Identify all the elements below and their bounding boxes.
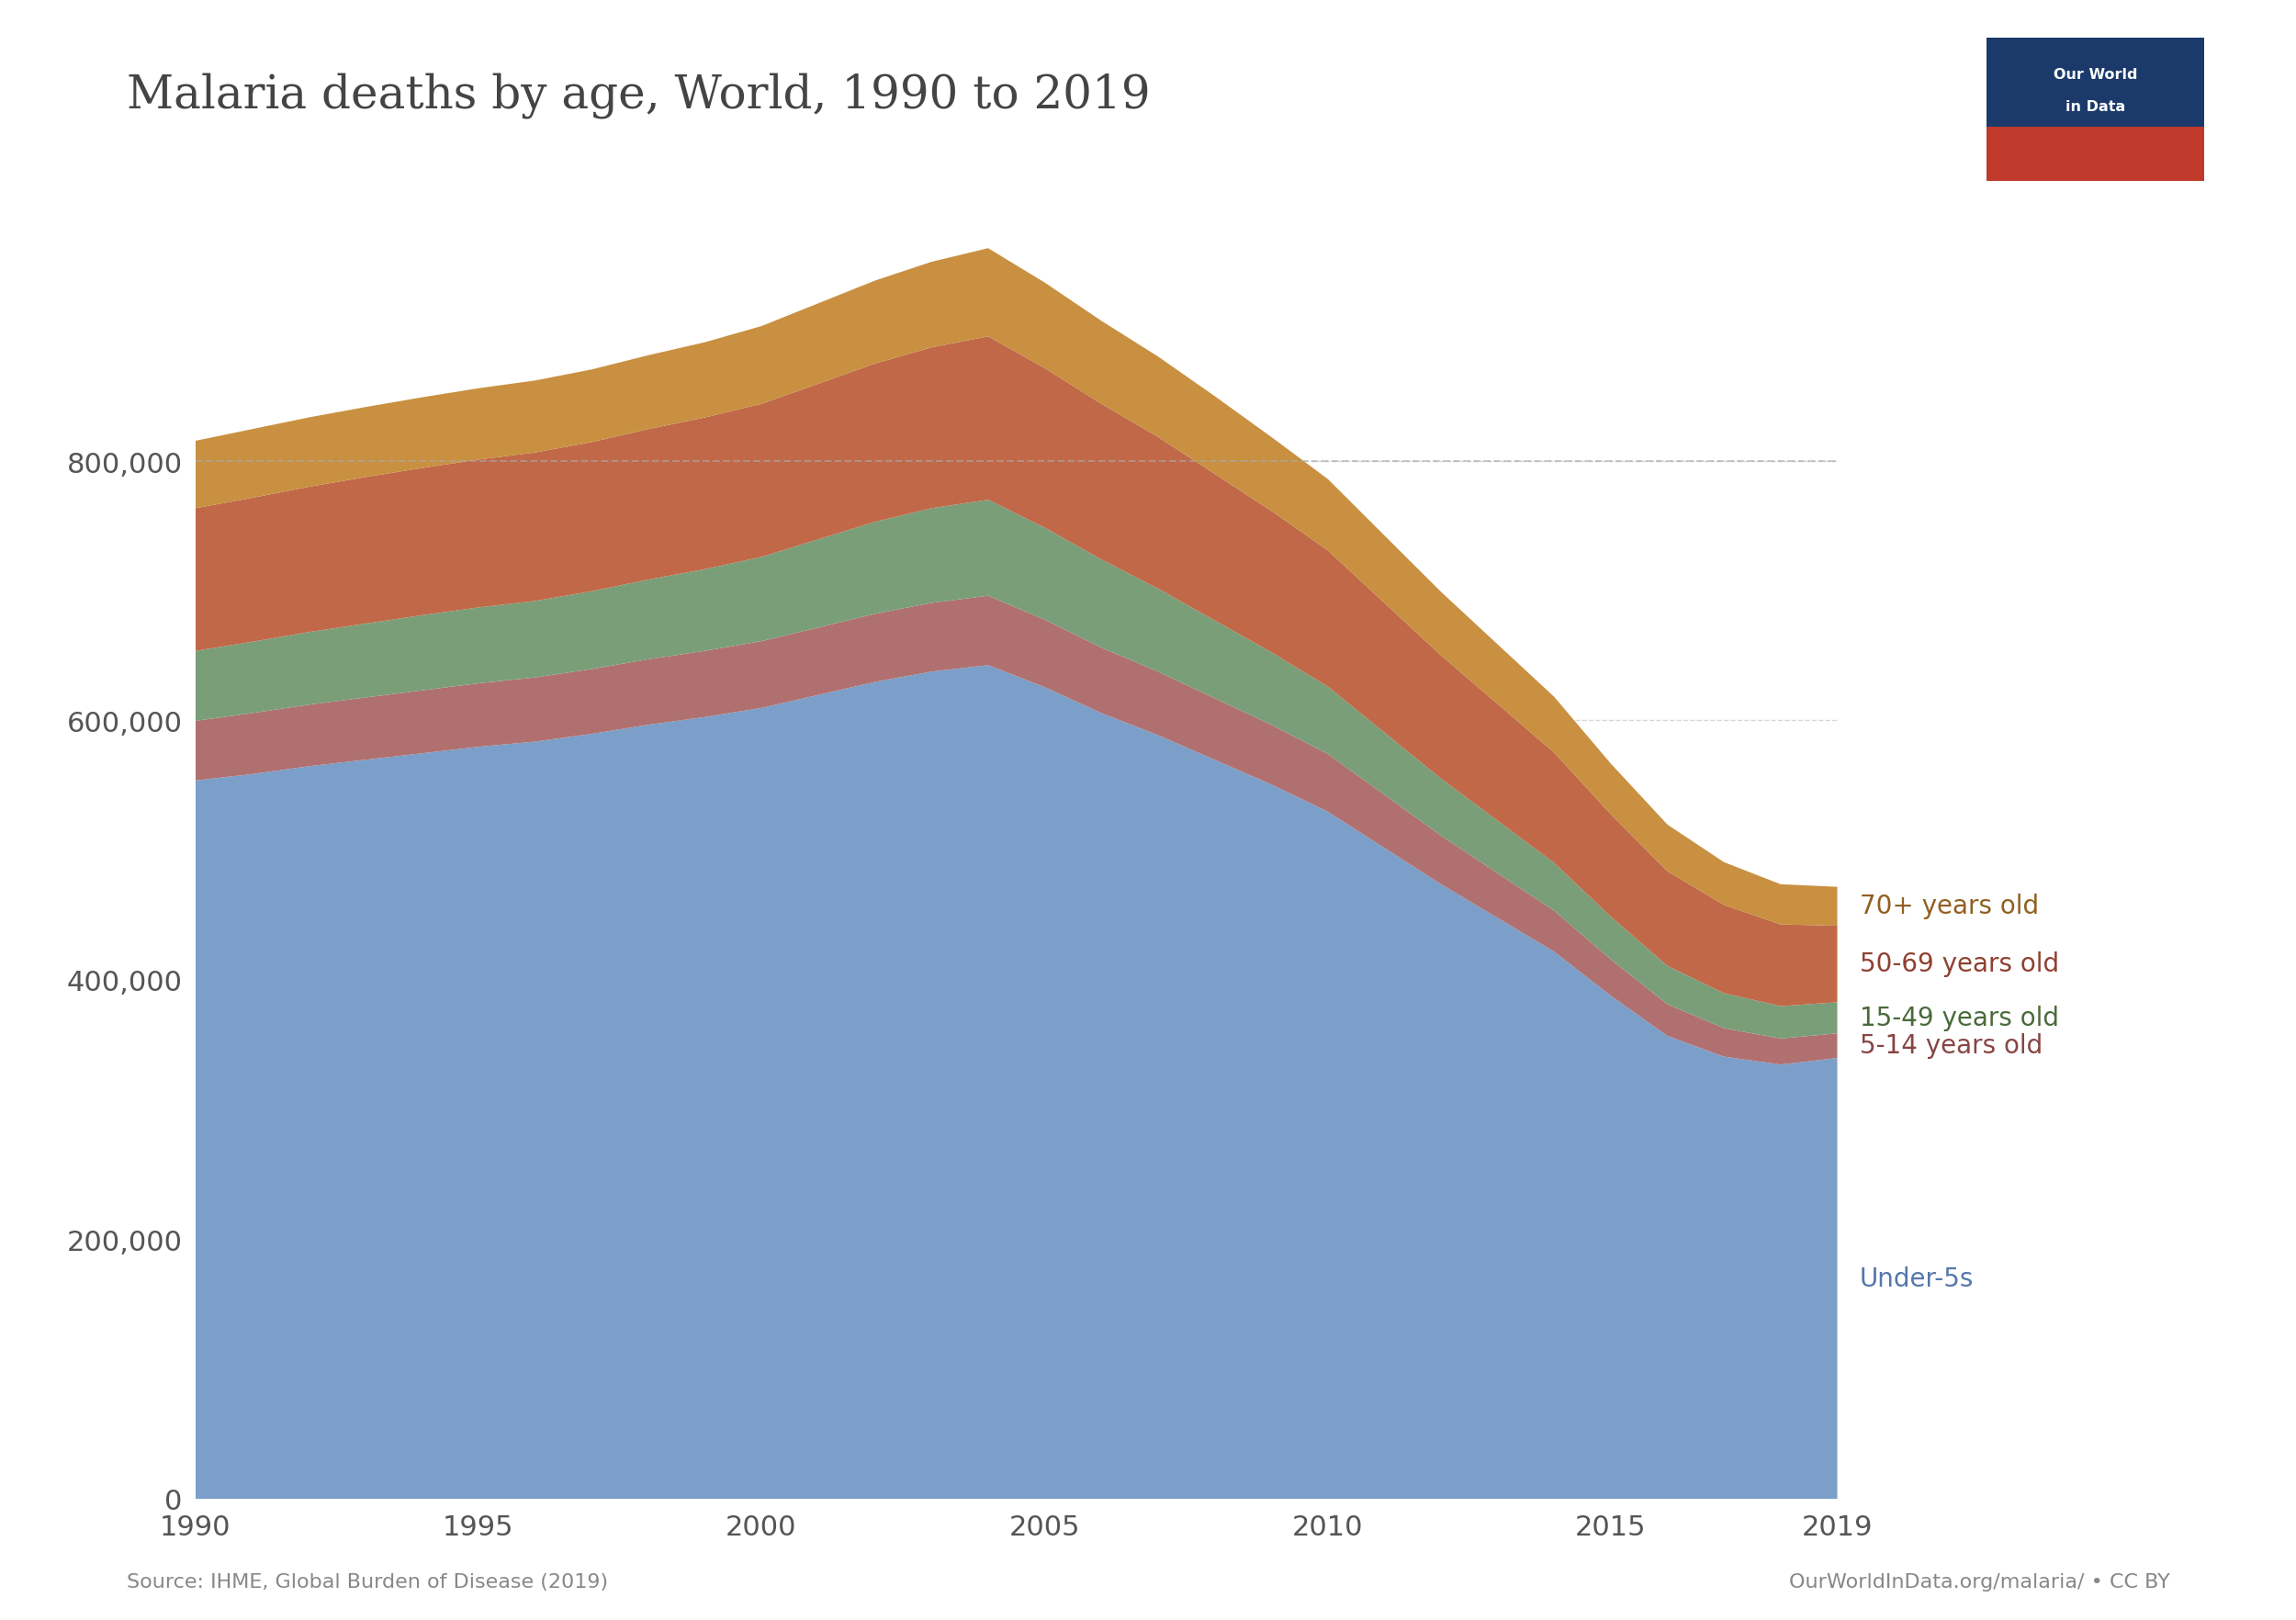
Text: Malaria deaths by age, World, 1990 to 2019: Malaria deaths by age, World, 1990 to 20… [126,73,1150,118]
Text: Source: IHME, Global Burden of Disease (2019): Source: IHME, Global Burden of Disease (… [126,1573,608,1591]
Bar [1986,128,2204,181]
Text: Under-5s: Under-5s [1860,1265,1975,1291]
Text: 70+ years old: 70+ years old [1860,893,2039,919]
Text: OurWorldInData.org/malaria/ • CC BY: OurWorldInData.org/malaria/ • CC BY [1789,1573,2170,1591]
Text: Our World: Our World [2053,68,2138,81]
Text: 5-14 years old: 5-14 years old [1860,1032,2043,1058]
Text: in Data: in Data [2064,100,2126,113]
Text: 15-49 years old: 15-49 years old [1860,1004,2060,1030]
Text: 50-69 years old: 50-69 years old [1860,951,2060,977]
